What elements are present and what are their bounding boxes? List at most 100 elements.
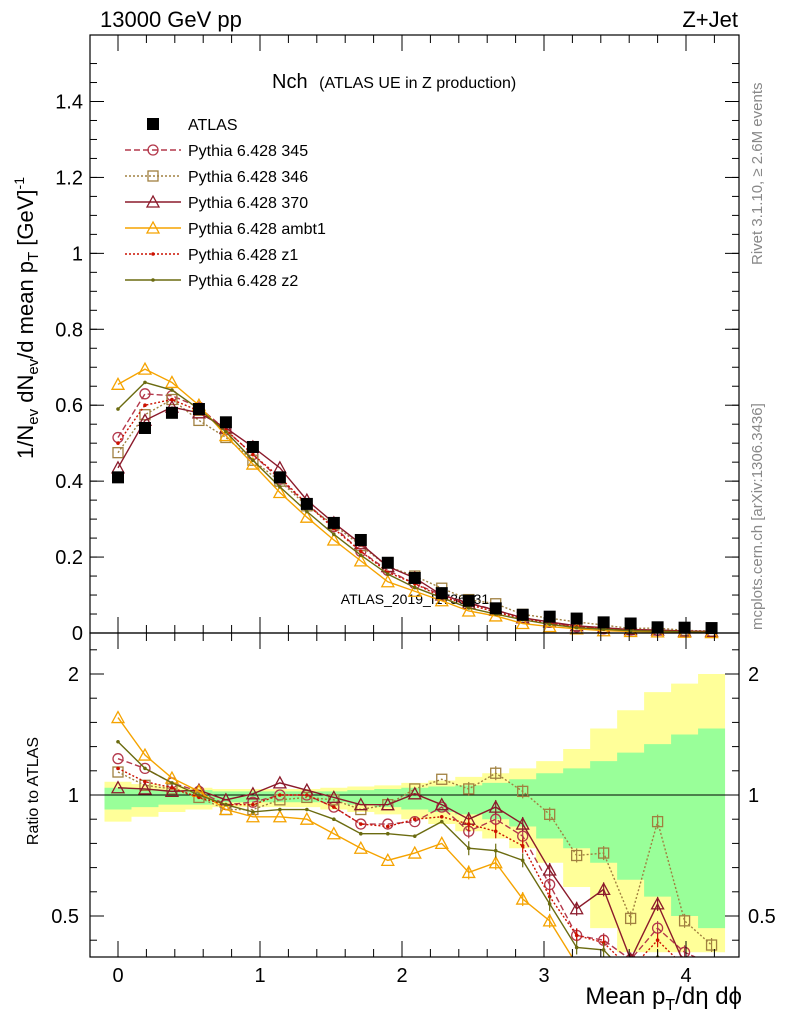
ratio-data-point [353,840,368,854]
data-point [273,471,286,484]
ratio-panel: 0.5 0.5 1 1 2 2 0 1 2 3 4 [51,632,776,987]
data-point [466,606,471,610]
x-tick-label: 3 [538,965,549,987]
ratio-data-point [112,753,124,765]
x-tick-label: 1 [254,965,265,987]
ratio-data-point [164,784,180,798]
data-point [327,516,340,529]
ratio-data-point [224,802,228,807]
data-point [112,471,124,484]
ratio-band-outer [104,674,726,953]
y-tick-label: 0.8 [55,319,83,341]
ratio-data-point [272,809,287,823]
ratio-data-point [706,963,718,974]
y-tick-label: 1.2 [55,167,83,189]
data-point [170,388,174,392]
ratio-data-point [353,797,368,811]
ratio-data-point [299,811,314,825]
ratio-data-point [245,809,260,823]
ratio-data-point [359,822,363,826]
data-point [224,429,228,434]
data-point [143,403,147,408]
ratio-series-line [117,782,683,957]
data-point [569,618,584,632]
data-point [166,393,178,406]
data-point [407,583,422,597]
ratio-series-line [117,717,573,957]
data-point [246,440,259,453]
ratio-data-point [272,775,287,789]
ratio-y-tick-label: 1 [68,785,79,807]
data-point [112,447,124,459]
ratio-data-point [571,849,583,862]
ratio-data-point [488,855,503,869]
series-line [117,368,712,634]
ratio-data-point [651,815,664,828]
ratio-data-point [466,822,471,826]
data-point [624,617,637,630]
plot-title-sub: (ATLAS UE in Z production) [319,75,516,92]
data-point [116,441,120,445]
ratio-data-point [439,819,444,824]
legend-marker [145,194,161,208]
data-point [143,380,147,385]
ratio-data-point [601,940,606,945]
legend-label: Pythia 6.428 370 [188,195,308,212]
data-point [412,585,417,590]
data-point [278,485,282,489]
ratio-data-point [629,977,633,981]
data-point [628,628,633,633]
legend-label: Pythia 6.428 ambt1 [188,221,326,238]
ratio-data-point [245,786,260,800]
ratio-series-line [117,758,697,957]
ratio-data-point [170,781,174,785]
ratio-data-point [305,807,309,812]
ratio-data-point [386,824,390,829]
ratio-band-inner [104,728,726,929]
ratio-data-point [569,901,584,915]
ratio-data-point [143,766,147,771]
y-tick-label: 0 [72,623,83,645]
ratio-data-point [409,815,421,828]
ratio-data-point [326,790,341,804]
ratio-data-point [380,852,395,866]
ratio-data-point [251,810,255,814]
ratio-data-point [517,785,529,798]
y-tick-label: 0.2 [55,547,83,569]
x-tick-label: 4 [680,965,691,987]
y-tick-label: 0.6 [55,395,83,417]
ratio-data-point [490,813,502,825]
x-tick-label: 0 [112,965,123,987]
data-point [299,509,314,523]
data-point [137,361,153,375]
data-point [116,407,120,411]
ratio-data-point [116,766,120,771]
ratio-data-point [197,793,201,797]
ratio-data-point [597,847,610,859]
ratio-data-point [110,780,126,794]
ratio-data-point [137,781,153,795]
ratio-data-point [655,938,660,942]
data-point [326,532,341,546]
ratio-data-point [596,882,611,896]
data-point [354,533,367,546]
data-point [272,485,287,499]
data-point [434,593,449,607]
ratio-data-point [574,945,579,950]
ratio-data-point [515,816,530,830]
ratio-data-point [542,862,557,876]
data-point [219,416,232,429]
ratio-data-point [412,817,417,821]
data-point [386,572,390,576]
data-point [380,574,395,588]
data-point [138,421,151,434]
ratio-data-point [461,865,476,879]
ratio-data-point [574,933,579,938]
data-point [488,608,503,622]
ratio-data-point [515,891,530,905]
legend-entry: ATLAS [147,117,238,134]
x-axis-label: Mean pT/dη dϕ [585,983,742,1014]
legend-label: ATLAS [188,117,238,134]
ratio-data-point [434,797,449,811]
watermark-text: ATLAS_2019_I1736531 [341,591,490,607]
